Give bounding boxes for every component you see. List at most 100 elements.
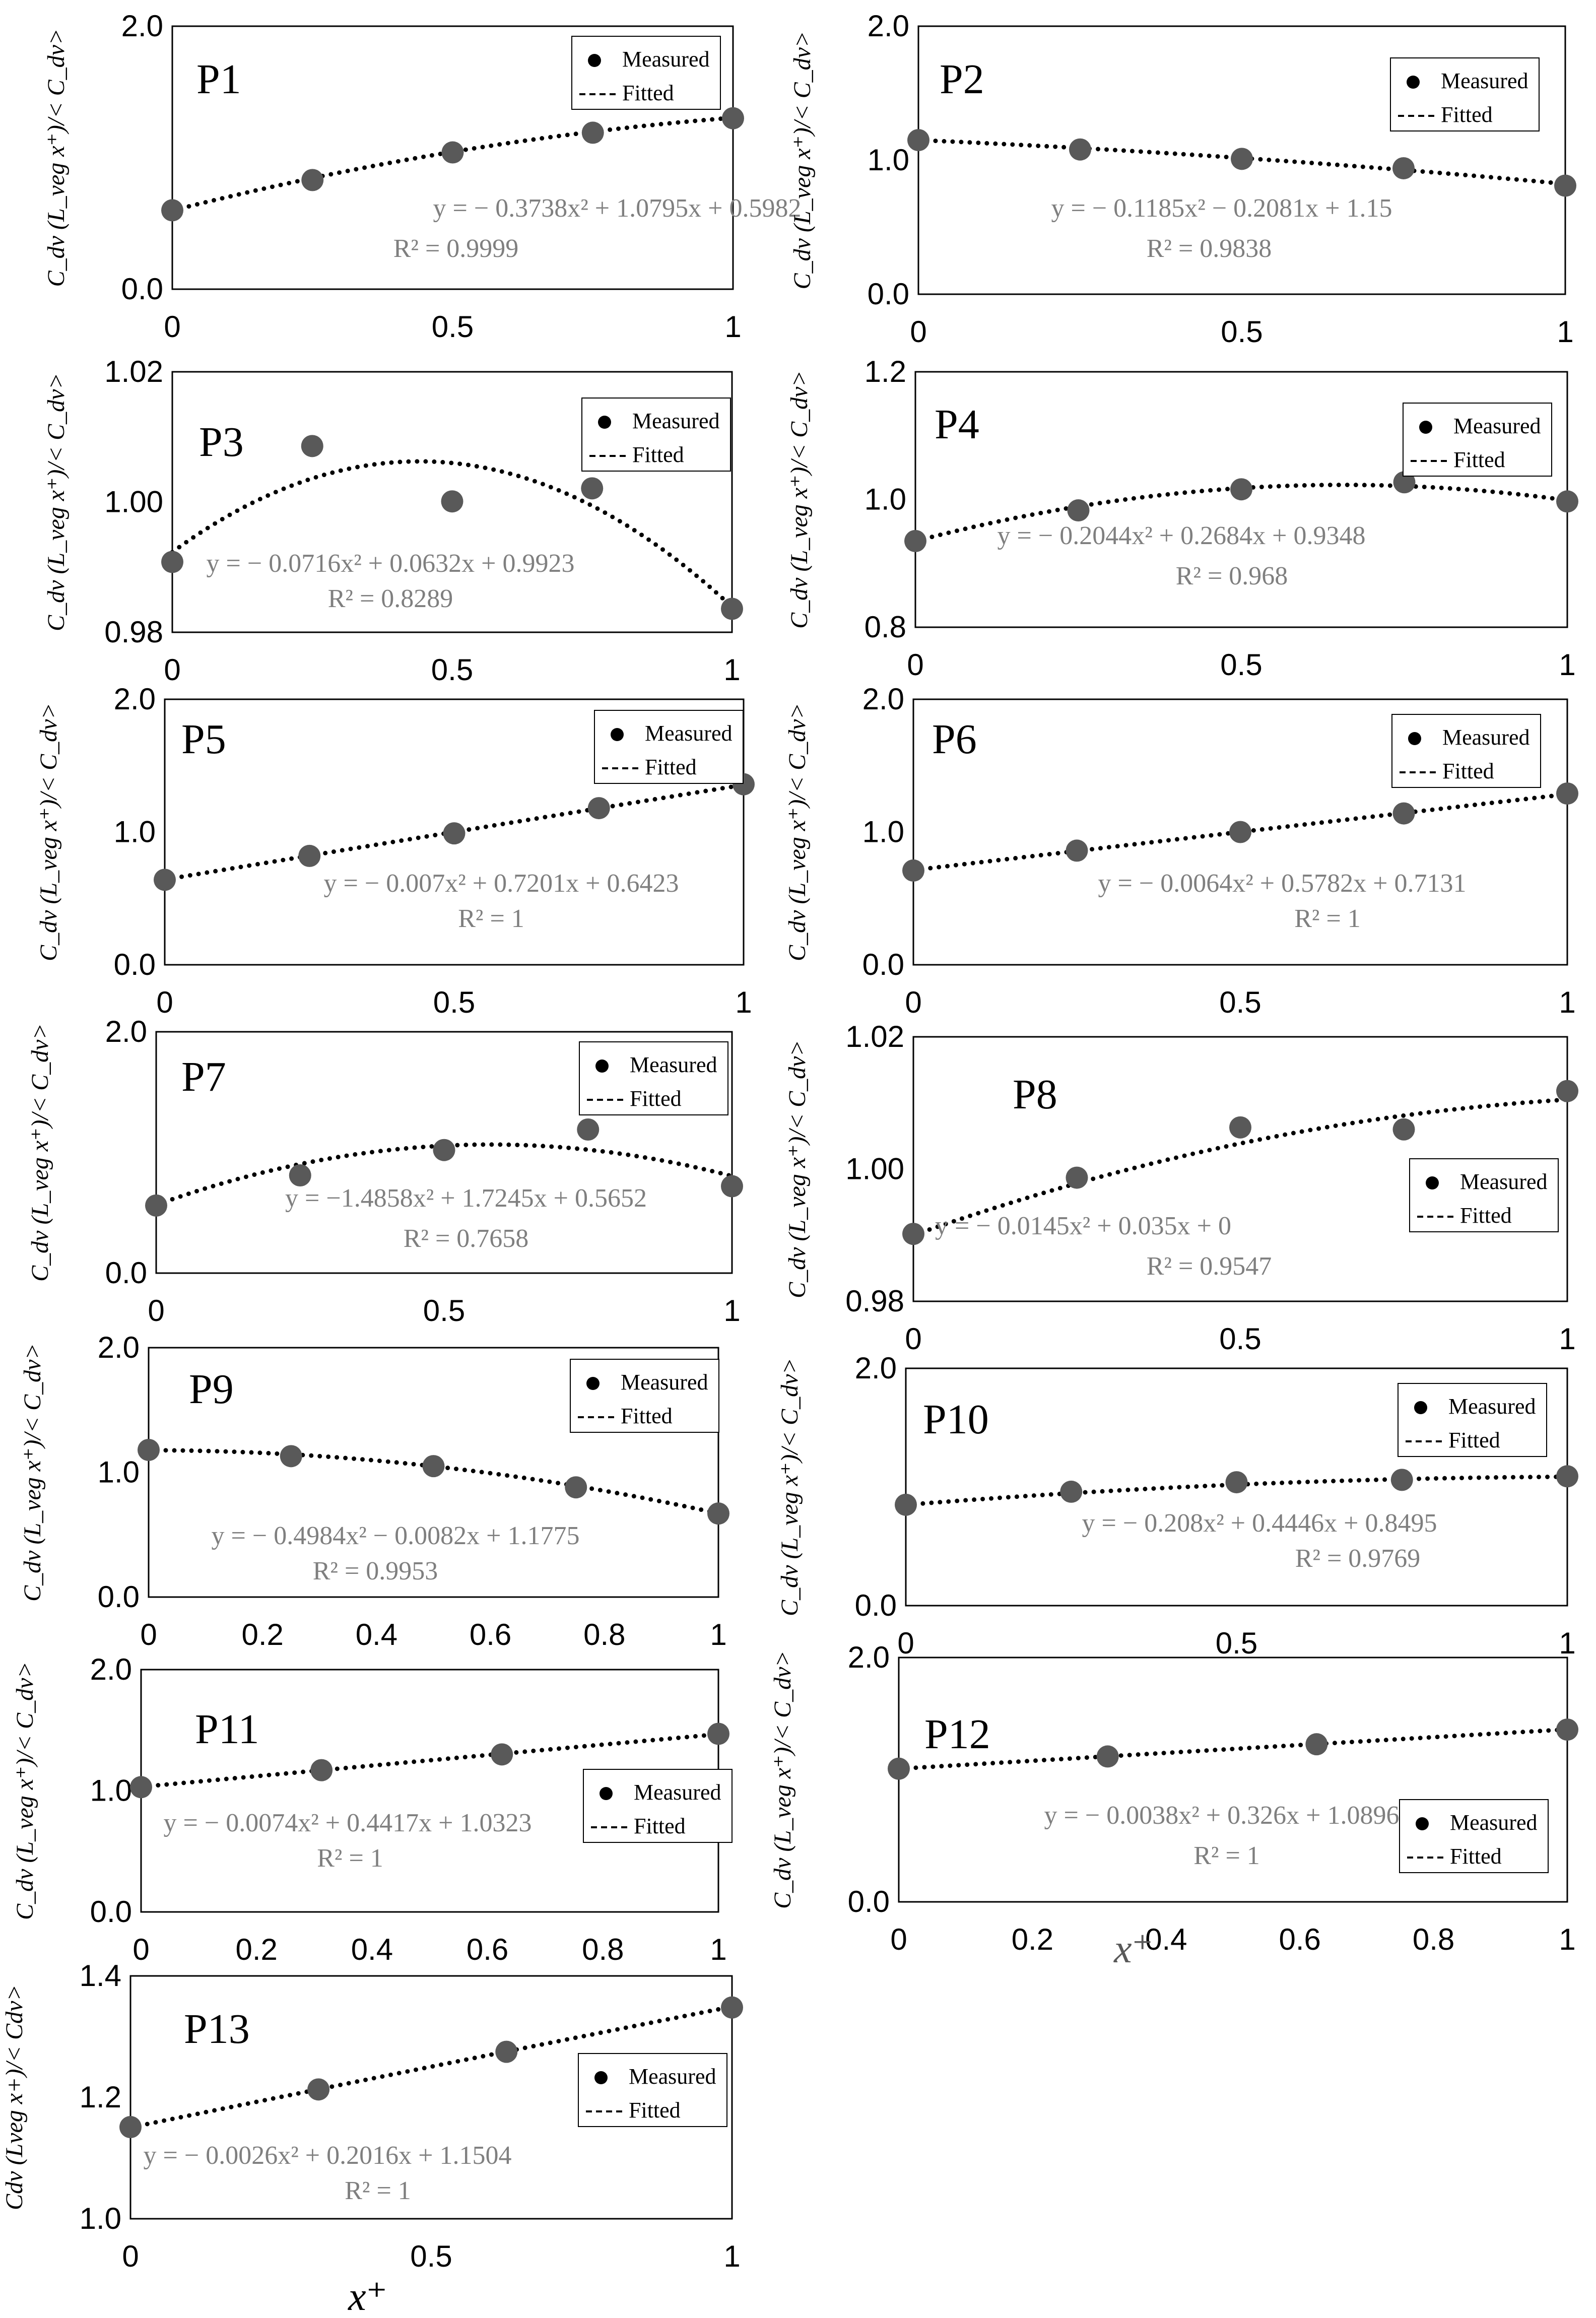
x-tick-label: 0 <box>148 1294 164 1328</box>
fit-equation: y = − 0.0716x² + 0.0632x + 0.9923 <box>207 549 575 578</box>
panel-title: P9 <box>189 1366 234 1413</box>
fit-equation: y = −1.4858x² + 1.7245x + 0.5652 <box>285 1184 647 1213</box>
y-tick-label: 0.8 <box>864 610 906 644</box>
measured-point <box>1229 1116 1251 1139</box>
measured-point <box>581 477 604 500</box>
legend-measured-label: Measured <box>632 409 720 433</box>
legend-measured-label: Measured <box>629 2064 716 2089</box>
y-tick-label: 0.98 <box>845 1284 904 1318</box>
legend-measured-marker <box>588 54 601 67</box>
x-tick-label: 0.8 <box>582 1933 624 1966</box>
measured-point <box>422 1455 445 1478</box>
measured-point <box>721 1175 743 1198</box>
measured-point <box>307 2078 330 2101</box>
y-tick-label: 2.0 <box>105 1015 147 1048</box>
legend: Measured Fitted <box>1399 1799 1549 1873</box>
y-tick-label: 1.4 <box>80 1959 121 1993</box>
x-tick-label: 0.5 <box>1219 1322 1261 1356</box>
x-tick-label: 1 <box>724 310 741 344</box>
x-tick-label: 0.6 <box>470 1618 511 1651</box>
fit-equation: y = − 0.007x² + 0.7201x + 0.6423 <box>324 869 679 898</box>
measured-point <box>721 598 743 620</box>
legend-measured-marker <box>1407 76 1420 89</box>
legend-measured-label: Measured <box>1448 1394 1536 1419</box>
fitted-curve <box>896 1727 1570 1771</box>
y-tick-label: 0.0 <box>114 948 156 981</box>
legend-measured-marker <box>595 1059 609 1073</box>
x-tick-label: 0 <box>156 985 173 1019</box>
y-axis-label: C_dv (L_veg x⁺)/< C_dv> <box>19 1343 46 1602</box>
panel-title: P5 <box>181 716 226 763</box>
y-tick-label: 1.00 <box>845 1152 904 1186</box>
x-tick-label: 0.5 <box>432 310 474 344</box>
measured-point <box>1554 174 1576 197</box>
panel-p5: 0.0 1.0 2.0 0 0.5 1 C_dv (L_veg x⁺)/< C_dv> P5 y… <box>35 682 755 1019</box>
measured-point <box>298 844 321 867</box>
x-tick-label: 1 <box>1559 1626 1575 1660</box>
panel-title: P11 <box>195 1706 259 1753</box>
legend-fitted-label: Fitted <box>1448 1428 1500 1452</box>
x-tick-label: 0.5 <box>410 2239 452 2273</box>
x-tick-label: 0.6 <box>467 1933 508 1966</box>
r-squared: R² = 0.7658 <box>404 1224 529 1253</box>
measured-point <box>1556 1465 1578 1488</box>
y-axis-label: C_dv (L_veg x⁺)/< C_dv> <box>12 1662 38 1920</box>
fitted-curve <box>903 1474 1570 1507</box>
measured-point <box>119 2116 142 2139</box>
y-tick-label: 1.2 <box>80 2080 121 2114</box>
y-tick-label: 2.0 <box>98 1331 140 1364</box>
y-tick-label: 1.00 <box>104 485 163 519</box>
legend-measured-label: Measured <box>1450 1810 1538 1835</box>
legend-measured-marker <box>598 416 611 429</box>
r-squared: R² = 1 <box>458 904 524 933</box>
x-tick-label: 1 <box>1559 985 1575 1019</box>
x-tick-label: 1 <box>1557 315 1573 349</box>
x-tick-label: 0 <box>164 310 180 344</box>
legend: Measured Fitted <box>1403 403 1552 477</box>
measured-point <box>130 1776 152 1799</box>
measured-point <box>289 1164 311 1187</box>
legend-fitted-label: Fitted <box>1442 759 1494 783</box>
fit-equation: y = − 0.0064x² + 0.5782x + 0.7131 <box>1098 869 1467 898</box>
panel-title: P8 <box>1013 1071 1057 1118</box>
y-tick-label: 0.0 <box>855 1588 897 1622</box>
legend-measured-marker <box>1414 1401 1427 1414</box>
legend-measured-label: Measured <box>634 1780 721 1805</box>
y-tick-label: 1.0 <box>98 1455 140 1489</box>
y-tick-label: 1.0 <box>80 2202 121 2235</box>
y-tick-label: 0.0 <box>90 1895 132 1929</box>
legend: Measured Fitted <box>594 710 744 784</box>
panel-title: P4 <box>935 401 979 448</box>
x-tick-label: 1 <box>710 1933 726 1966</box>
panel-p13: 1.0 1.2 1.4 0 0.5 1 Cdv (Lveg x+)/< Cdv> P13 y =… <box>1 1959 743 2273</box>
y-tick-label: 0.0 <box>848 1885 890 1918</box>
y-axis-label: C_dv (L_veg x⁺)/< C_dv> <box>786 370 813 629</box>
x-tick-label: 0.4 <box>1145 1923 1187 1956</box>
x-tick-label: 1 <box>723 653 740 687</box>
x-tick-label: 0.8 <box>1413 1923 1454 1956</box>
measured-point <box>1556 1080 1578 1102</box>
measured-point <box>587 797 610 820</box>
legend-measured-marker <box>594 2071 608 2084</box>
legend: Measured Fitted <box>1391 714 1541 788</box>
x-tick-label: 0 <box>164 653 180 687</box>
panel-title: P1 <box>196 56 241 103</box>
plot-area-frame <box>171 371 733 633</box>
x-tick-label: 0 <box>910 315 926 349</box>
y-tick-label: 2.0 <box>855 1351 897 1385</box>
panel-title: P7 <box>181 1053 226 1100</box>
measured-point <box>1069 138 1091 161</box>
plot-area-frame <box>912 698 1568 966</box>
legend: Measured Fitted <box>578 2053 727 2127</box>
legend-fitted-label: Fitted <box>1441 102 1493 127</box>
legend-fitted-label: Fitted <box>1460 1203 1512 1228</box>
fit-equation: y = − 0.0145x² + 0.035x + 0 <box>935 1212 1231 1240</box>
x-tick-label: 0.4 <box>356 1618 397 1651</box>
measured-point <box>1066 1166 1088 1189</box>
measured-point <box>1305 1733 1328 1756</box>
y-tick-label: 2.0 <box>868 9 909 43</box>
legend-measured-marker <box>586 1377 600 1390</box>
legend-fitted-label: Fitted <box>629 2098 681 2123</box>
y-tick-label: 2.0 <box>862 682 904 716</box>
